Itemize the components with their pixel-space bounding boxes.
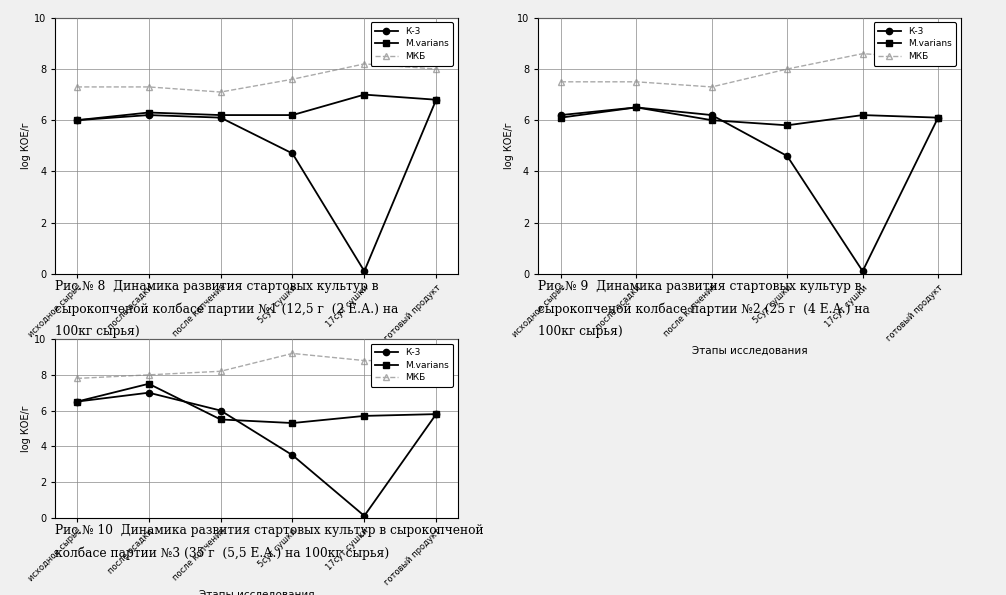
К-3 xyxy=(431,411,443,418)
M.varians xyxy=(143,380,155,387)
МКБ xyxy=(630,78,643,85)
К-3 xyxy=(358,268,370,275)
M.varians xyxy=(431,96,443,104)
МКБ xyxy=(70,375,82,382)
Legend: К-3, M.varians, МКБ: К-3, M.varians, МКБ xyxy=(370,23,454,65)
X-axis label: Этапы исследования: Этапы исследования xyxy=(199,346,314,356)
M.varians xyxy=(70,398,82,405)
Line: К-3: К-3 xyxy=(73,390,440,519)
Text: Рис.№ 9  Динамика развития стартовых культур в: Рис.№ 9 Динамика развития стартовых куль… xyxy=(538,280,862,293)
МКБ xyxy=(287,76,299,83)
МКБ xyxy=(214,368,226,375)
Legend: К-3, M.varians, МКБ: К-3, M.varians, МКБ xyxy=(370,344,454,387)
МКБ xyxy=(143,371,155,378)
МКБ xyxy=(555,78,567,85)
Text: сырокопченой колбасе партии №1 (12,5 г  (2 Е.А.) на: сырокопченой колбасе партии №1 (12,5 г (… xyxy=(55,302,398,316)
К-3 xyxy=(555,111,567,118)
Text: Рис.№ 8  Динамика развития стартовых культур в: Рис.№ 8 Динамика развития стартовых куль… xyxy=(55,280,379,293)
К-3 xyxy=(287,150,299,157)
M.varians xyxy=(431,411,443,418)
M.varians xyxy=(705,117,717,124)
Text: Рис.№ 10  Динамика развития стартовых культур в сырокопченой: Рис.№ 10 Динамика развития стартовых кул… xyxy=(55,524,484,537)
МКБ xyxy=(705,83,717,90)
МКБ xyxy=(358,357,370,364)
M.varians xyxy=(932,114,944,121)
X-axis label: Этапы исследования: Этапы исследования xyxy=(692,346,807,356)
M.varians xyxy=(143,109,155,116)
X-axis label: Этапы исследования: Этапы исследования xyxy=(199,590,314,595)
Y-axis label: log КОЕ/г: log КОЕ/г xyxy=(21,405,31,452)
МКБ xyxy=(214,89,226,96)
К-3 xyxy=(630,104,643,111)
Text: 100кг сырья): 100кг сырья) xyxy=(55,325,140,338)
К-3 xyxy=(70,117,82,124)
МКБ xyxy=(70,83,82,90)
МКБ xyxy=(431,357,443,364)
Line: К-3: К-3 xyxy=(557,104,942,274)
МКБ xyxy=(287,350,299,357)
К-3 xyxy=(214,407,226,414)
Line: МКБ: МКБ xyxy=(73,61,440,95)
Y-axis label: log КОЕ/г: log КОЕ/г xyxy=(21,123,31,169)
МКБ xyxy=(431,65,443,73)
МКБ xyxy=(781,65,793,73)
M.varians xyxy=(214,416,226,423)
M.varians xyxy=(358,412,370,419)
МКБ xyxy=(932,55,944,62)
Text: колбасе партии №3 (35 г  (5,5 Е.А.) на 100кг сырья): колбасе партии №3 (35 г (5,5 Е.А.) на 10… xyxy=(55,546,389,560)
К-3 xyxy=(431,96,443,104)
M.varians xyxy=(70,117,82,124)
Line: МКБ: МКБ xyxy=(73,350,440,381)
Legend: К-3, M.varians, МКБ: К-3, M.varians, МКБ xyxy=(873,23,957,65)
Line: К-3: К-3 xyxy=(73,96,440,274)
К-3 xyxy=(358,512,370,519)
M.varians xyxy=(856,111,868,118)
M.varians xyxy=(214,111,226,118)
МКБ xyxy=(358,60,370,67)
К-3 xyxy=(143,389,155,396)
M.varians xyxy=(630,104,643,111)
M.varians xyxy=(287,111,299,118)
К-3 xyxy=(705,111,717,118)
МКБ xyxy=(856,50,868,57)
Y-axis label: log КОЕ/г: log КОЕ/г xyxy=(504,123,514,169)
M.varians xyxy=(555,114,567,121)
К-3 xyxy=(781,152,793,159)
Text: 100кг сырья): 100кг сырья) xyxy=(538,325,623,338)
К-3 xyxy=(287,452,299,459)
К-3 xyxy=(143,111,155,118)
МКБ xyxy=(143,83,155,90)
Line: M.varians: M.varians xyxy=(73,381,440,426)
Line: МКБ: МКБ xyxy=(557,51,942,90)
M.varians xyxy=(287,419,299,427)
К-3 xyxy=(70,398,82,405)
К-3 xyxy=(856,268,868,275)
Line: M.varians: M.varians xyxy=(557,104,942,129)
Text: сырокопченой колбасе партии №2 (25 г  (4 Е.А.) на: сырокопченой колбасе партии №2 (25 г (4 … xyxy=(538,302,870,316)
К-3 xyxy=(932,114,944,121)
M.varians xyxy=(781,122,793,129)
Line: M.varians: M.varians xyxy=(73,92,440,123)
К-3 xyxy=(214,114,226,121)
M.varians xyxy=(358,91,370,98)
